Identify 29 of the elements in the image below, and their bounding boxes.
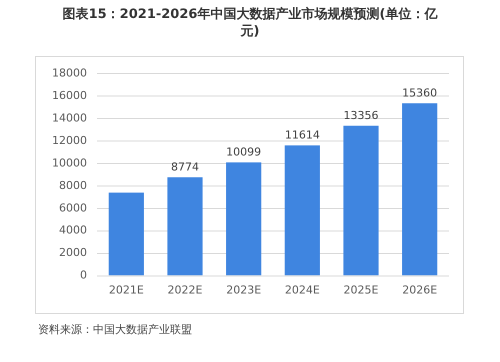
y-tick-label: 4000 [58,224,87,237]
bar [284,145,320,276]
bar [343,126,379,276]
bar [402,103,438,276]
x-tick-label: 2022E [168,283,203,296]
y-tick-label: 16000 [52,88,87,102]
y-tick-label: 10000 [52,156,87,170]
y-tick-label: 0 [80,268,87,282]
y-tick-label: 12000 [52,134,87,147]
y-tick-label: 14000 [52,111,87,124]
data-label: 13356 [344,109,378,122]
chart-title: 图表15：2021-2026年中国大数据产业市场规模预测(单位：亿元) [62,6,438,40]
data-label: 8774 [170,160,199,174]
bar [108,192,144,276]
bar [167,177,203,276]
data-label: 11614 [284,128,320,142]
data-label: 15360 [402,86,438,100]
text: 资料来源：中国大数据产业联盟 [38,322,192,337]
x-tick-label: 2024E [284,283,320,296]
y-tick-label: 18000 [52,66,87,80]
x-tick-label: 2023E [226,283,262,296]
x-tick-label: 2026E [402,283,438,296]
y-tick-label: 2000 [58,246,87,260]
bar [226,162,262,276]
y-tick-label: 6000 [58,201,87,214]
x-tick-label: 2021E [108,283,144,296]
y-tick-label: 8000 [58,178,87,192]
data-label: 10099 [226,146,262,159]
x-tick-label: 2025E [344,283,379,296]
